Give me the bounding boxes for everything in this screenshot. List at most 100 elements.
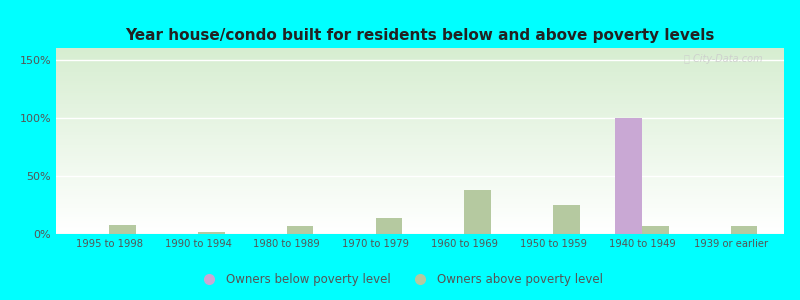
Bar (56, 139, 784, 141)
Bar (56, 68, 784, 70)
Bar (730, 226, 758, 234)
Bar (56, 128, 784, 130)
Bar (56, 167, 784, 169)
Bar (56, 178, 784, 180)
Bar (56, 148, 784, 150)
Bar (56, 223, 784, 225)
Bar (56, 176, 784, 178)
Bar (56, 175, 784, 176)
Bar (56, 193, 784, 195)
Bar (56, 169, 784, 171)
Bar (56, 186, 784, 188)
Bar (56, 210, 784, 212)
Bar (56, 117, 784, 119)
Bar (642, 226, 669, 234)
Bar (56, 202, 784, 204)
Bar (56, 214, 784, 215)
Bar (56, 52, 784, 54)
Bar (56, 232, 784, 234)
Bar (56, 113, 784, 115)
Bar (56, 154, 784, 156)
Bar (56, 72, 784, 74)
Bar (56, 124, 784, 126)
Bar (56, 230, 784, 232)
Bar (56, 160, 784, 161)
Bar (56, 96, 784, 98)
Bar (56, 132, 784, 134)
Bar (56, 147, 784, 148)
Bar (376, 218, 402, 234)
Bar (56, 165, 784, 167)
Bar (56, 135, 784, 137)
Bar (56, 85, 784, 87)
Bar (553, 205, 580, 234)
Bar (56, 188, 784, 189)
Bar (56, 83, 784, 85)
Bar (56, 98, 784, 100)
Bar (56, 57, 784, 59)
Bar (56, 122, 784, 124)
Bar (56, 93, 784, 94)
Bar (56, 78, 784, 80)
Bar (56, 221, 784, 223)
Bar (464, 190, 491, 234)
Bar (56, 110, 784, 111)
Bar (56, 182, 784, 184)
Bar (56, 191, 784, 193)
Bar (56, 150, 784, 152)
Bar (56, 226, 784, 228)
Bar (56, 225, 784, 226)
Bar (56, 111, 784, 113)
Bar (56, 54, 784, 56)
Bar (56, 163, 784, 165)
Title: Year house/condo built for residents below and above poverty levels: Year house/condo built for residents bel… (126, 28, 714, 43)
Bar (56, 161, 784, 163)
Bar (56, 104, 784, 106)
Bar (56, 215, 784, 217)
Bar (56, 130, 784, 132)
Bar (56, 89, 784, 91)
Bar (56, 48, 784, 50)
Bar (56, 189, 784, 191)
Bar (56, 184, 784, 186)
Bar (56, 87, 784, 89)
Bar (56, 199, 784, 200)
Bar (56, 107, 784, 110)
Bar (56, 115, 784, 117)
Bar (56, 217, 784, 219)
Bar (56, 180, 784, 182)
Bar (56, 100, 784, 102)
Bar (56, 50, 784, 52)
Bar (56, 102, 784, 104)
Bar (56, 195, 784, 197)
Bar (56, 204, 784, 206)
Bar (56, 61, 784, 63)
Bar (56, 67, 784, 68)
Bar (56, 172, 784, 175)
Bar (56, 134, 784, 135)
Bar (56, 141, 784, 143)
Bar (56, 197, 784, 199)
Bar (56, 143, 784, 145)
Bar (56, 74, 784, 76)
Bar (56, 126, 784, 128)
Bar (56, 106, 784, 107)
Bar (56, 206, 784, 208)
Bar (56, 219, 784, 221)
Bar (287, 226, 314, 234)
Bar (56, 70, 784, 72)
Bar (56, 119, 784, 121)
Bar (56, 137, 784, 139)
Bar (56, 82, 784, 83)
Bar (56, 171, 784, 172)
Bar (56, 65, 784, 67)
Bar (56, 91, 784, 93)
Bar (198, 232, 225, 234)
Bar (56, 158, 784, 160)
Text: Ⓢ City-Data.com: Ⓢ City-Data.com (683, 54, 762, 64)
Bar (56, 76, 784, 78)
Bar (56, 156, 784, 158)
Bar (56, 208, 784, 210)
Bar (56, 59, 784, 61)
Bar (56, 121, 784, 122)
